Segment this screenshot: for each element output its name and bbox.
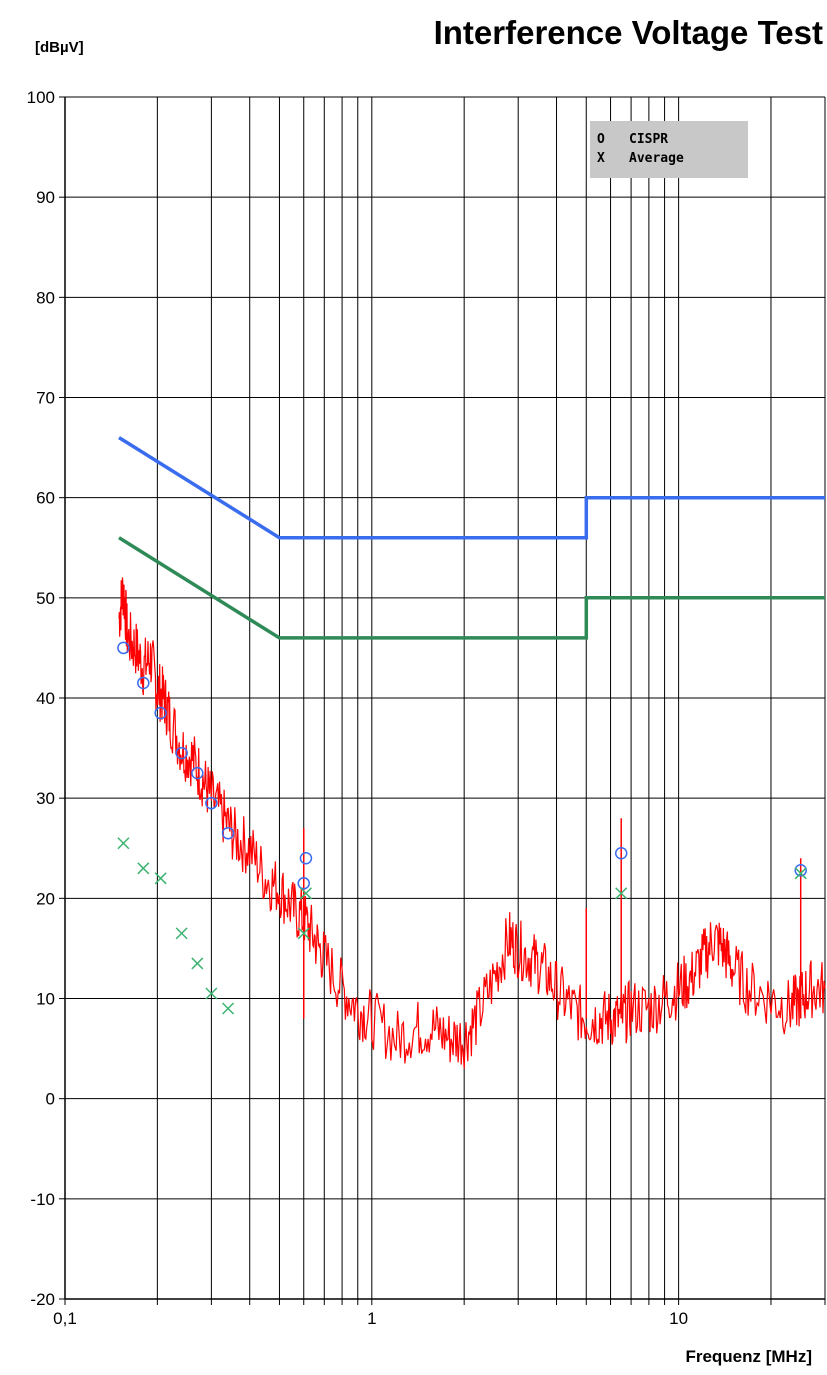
cispr-marker: [614, 847, 628, 860]
average-marker: [299, 887, 312, 900]
cispr-marker: [794, 864, 807, 877]
x-axis-label: Frequenz [MHz]: [685, 1347, 812, 1366]
cispr-marker: [297, 877, 310, 890]
average-marker: [154, 872, 167, 885]
y-tick-label: 30: [36, 789, 55, 808]
average-marker: [175, 927, 188, 940]
y-tick-label: 100: [27, 88, 55, 107]
cispr-marker: [221, 826, 235, 840]
series: [118, 436, 826, 1069]
average-marker: [222, 1002, 235, 1015]
cispr-marker: [205, 796, 218, 810]
legend: O CISPR X Average: [590, 121, 748, 178]
legend-marker-cispr: O: [597, 132, 605, 147]
legend-label-cispr: CISPR: [629, 132, 668, 147]
average-marker: [117, 837, 130, 850]
y-tick-label: 0: [46, 1090, 55, 1109]
y-tick-label: 90: [36, 188, 55, 207]
legend-box: [590, 121, 748, 178]
average-marker: [794, 867, 807, 880]
y-tick-label: 40: [36, 689, 55, 708]
cispr-marker: [117, 641, 130, 655]
average-marker: [615, 887, 628, 900]
y-tick-label: -20: [30, 1290, 55, 1309]
chart-title: Interference Voltage Test: [434, 14, 823, 51]
average-marker: [205, 987, 218, 1000]
x-tick-label: 1: [367, 1309, 376, 1328]
y-tick-label: 70: [36, 389, 55, 408]
average-marker: [297, 927, 310, 940]
limit-line-0: [118, 436, 825, 540]
y-axis-unit: [dBµV]: [35, 39, 84, 56]
markers: [117, 641, 807, 1015]
y-tick-label: 50: [36, 589, 55, 608]
y-tick-labels: -20 -10 0 10 20 30 40 50 60 70 80 90 100: [27, 88, 55, 1309]
y-tick-label: 20: [36, 889, 55, 908]
y-tick-label: 60: [36, 489, 55, 508]
average-marker: [191, 957, 204, 970]
y-tick-label: -10: [30, 1190, 55, 1209]
axes: [59, 96, 826, 1305]
cispr-marker: [137, 676, 150, 690]
cispr-marker: [191, 766, 204, 780]
limit-line-1: [118, 536, 825, 640]
x-tick-label: 10: [669, 1309, 688, 1328]
y-tick-label: 10: [36, 990, 55, 1009]
grid: [64, 96, 826, 1300]
legend-label-average: Average: [629, 151, 684, 166]
cispr-marker: [299, 852, 313, 865]
average-marker: [137, 862, 150, 875]
x-tick-label: 0,1: [53, 1309, 77, 1328]
y-tick-label: 80: [36, 288, 55, 307]
cispr-marker: [154, 706, 167, 720]
x-tick-labels: 0,1 1 10: [53, 1309, 688, 1328]
spectrum-trace: [118, 577, 826, 1069]
cispr-marker: [175, 746, 188, 760]
legend-marker-average: X: [597, 151, 605, 166]
